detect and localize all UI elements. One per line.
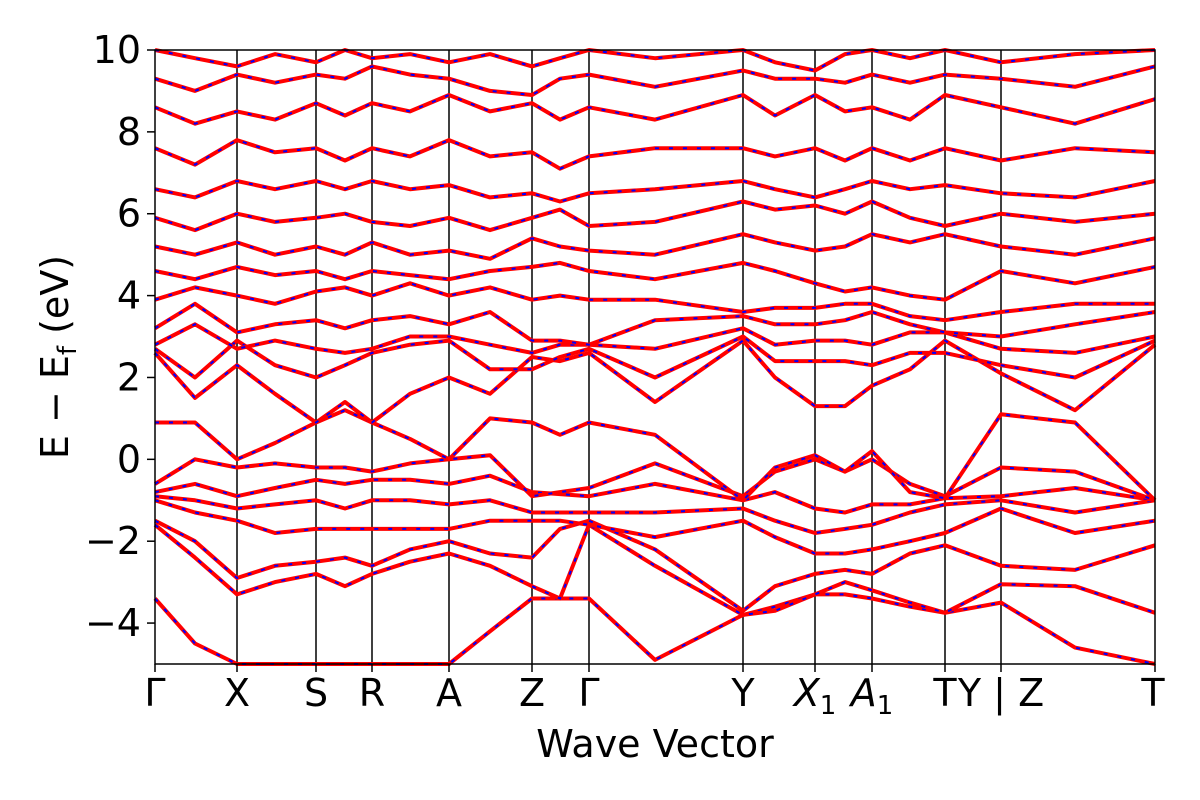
y-tick-label-0: −4 bbox=[85, 601, 141, 645]
band-line-dashed-1 bbox=[154, 523, 1156, 616]
band-line-dashed-17 bbox=[154, 139, 1156, 170]
kpoint-divider-lines bbox=[236, 50, 1002, 664]
band-lines bbox=[153, 48, 1157, 666]
band-line-dashed-11 bbox=[154, 302, 1156, 346]
y-axis-label: E − Ef (eV) bbox=[33, 255, 83, 459]
x-tick-label-1: X bbox=[224, 671, 250, 715]
band-line-10 bbox=[154, 322, 1156, 355]
x-axis-label: Wave Vector bbox=[536, 722, 774, 766]
x-tick-label-3: R bbox=[359, 671, 385, 715]
band-line-15 bbox=[154, 199, 1156, 233]
x-tick-label-10: T bbox=[932, 671, 957, 715]
band-line-dashed-15 bbox=[154, 200, 1156, 232]
y-tick-label-3: 2 bbox=[117, 355, 141, 399]
band-line-19 bbox=[154, 64, 1156, 97]
band-line-dashed-14 bbox=[154, 233, 1156, 260]
band-line-5 bbox=[154, 473, 1156, 515]
y-tick-label-5: 6 bbox=[117, 192, 141, 236]
band-line-17 bbox=[154, 138, 1156, 171]
x-tick-label-7: Y bbox=[730, 671, 755, 715]
band-line-8 bbox=[153, 338, 1157, 425]
band-line-dashed-12 bbox=[154, 282, 1155, 322]
band-line-2 bbox=[154, 518, 1156, 613]
band-line-dashed-19 bbox=[154, 65, 1156, 97]
x-tick-label-12: T bbox=[1140, 671, 1165, 715]
band-line-dashed-13 bbox=[154, 261, 1156, 301]
band-line-3 bbox=[154, 498, 1156, 556]
band-line-dashed-4 bbox=[154, 495, 1156, 535]
x-tick-label-0: Γ bbox=[144, 671, 165, 715]
y-axis-ticks: −4 −2 0 2 4 6 8 10 bbox=[85, 28, 155, 645]
x-tick-label-8: X1 bbox=[792, 671, 837, 721]
band-line-6 bbox=[153, 453, 1156, 503]
band-line-9 bbox=[153, 334, 1156, 380]
band-line-4 bbox=[154, 494, 1156, 535]
band-line-dashed-7 bbox=[155, 409, 1156, 502]
y-tick-label-7: 10 bbox=[93, 28, 141, 72]
band-line-18 bbox=[154, 93, 1156, 126]
y-tick-label-2: 0 bbox=[117, 437, 141, 481]
y-tick-label-1: −2 bbox=[85, 519, 141, 563]
x-tick-label-4: A bbox=[436, 671, 462, 715]
x-tick-label-11: Y | Z bbox=[957, 671, 1044, 716]
x-tick-label-2: S bbox=[304, 671, 328, 715]
band-line-dashed-20 bbox=[154, 48, 1156, 72]
y-axis-label-subscript: f bbox=[53, 345, 83, 355]
x-tick-label-9: A1 bbox=[848, 671, 894, 721]
band-line-dashed-8 bbox=[154, 339, 1156, 424]
band-line-dashed-0 bbox=[154, 593, 1156, 665]
plot-frame bbox=[154, 49, 1156, 665]
band-line-dashed-16 bbox=[154, 179, 1156, 203]
y-axis-label-main: E − E bbox=[33, 355, 77, 459]
band-line-16 bbox=[154, 179, 1156, 204]
y-axis-label-unit: (eV) bbox=[33, 255, 77, 346]
x-tick-label-6: Γ bbox=[578, 671, 599, 715]
band-line-dashed-18 bbox=[154, 93, 1156, 125]
band-line-12 bbox=[154, 281, 1155, 323]
band-line-7 bbox=[155, 408, 1157, 503]
y-tick-label-4: 4 bbox=[117, 274, 141, 318]
x-tick-label-5: Z bbox=[519, 671, 545, 715]
y-tick-label-6: 8 bbox=[117, 110, 141, 154]
band-line-dashed-9 bbox=[154, 335, 1156, 379]
